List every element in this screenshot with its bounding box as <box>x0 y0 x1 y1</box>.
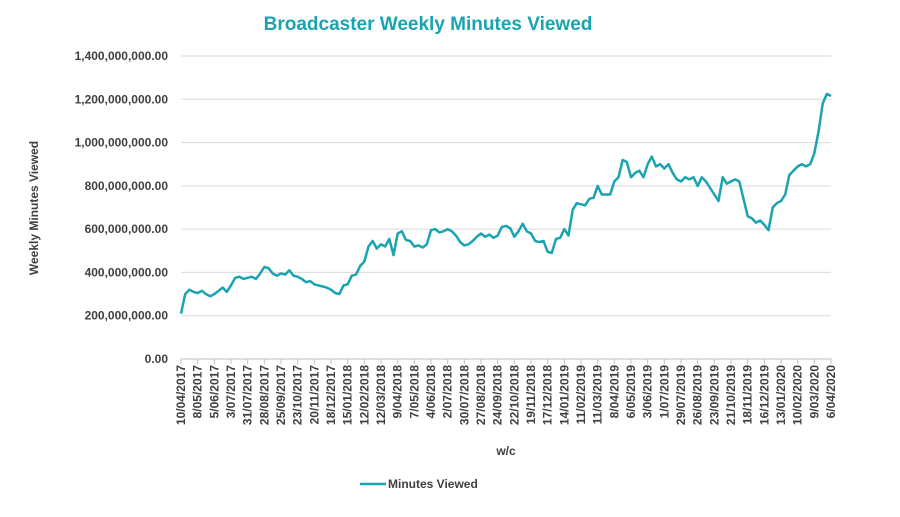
x-tick-label: 11/03/2019 <box>591 365 605 425</box>
line-series <box>179 92 832 314</box>
x-tick-label: 23/10/2017 <box>291 365 305 425</box>
x-tick-label: 21/10/2019 <box>724 365 738 425</box>
x-tick-label: 10/04/2017 <box>174 365 188 425</box>
x-tick-label: 15/01/2018 <box>341 365 355 425</box>
x-tick-label: 8/04/2019 <box>607 365 621 419</box>
x-tick-label: 29/07/2019 <box>674 365 688 425</box>
y-tick-label: 0.00 <box>145 352 169 366</box>
x-tick-label: 25/09/2017 <box>274 365 288 425</box>
legend-label: Minutes Viewed <box>388 477 478 491</box>
x-axis-title: w/c <box>495 444 516 458</box>
x-tick-label: 11/02/2019 <box>574 365 588 425</box>
chart-title: Broadcaster Weekly Minutes Viewed <box>264 14 593 35</box>
x-tick-label: 24/09/2018 <box>491 365 505 425</box>
y-tick-label: 1,400,000,000.00 <box>75 49 169 63</box>
x-tick-label: 12/03/2018 <box>374 365 388 425</box>
x-tick-label: 20/11/2017 <box>307 365 321 425</box>
x-tick-label: 31/07/2017 <box>241 365 255 425</box>
x-tick-label: 27/08/2018 <box>474 365 488 425</box>
y-tick-label: 600,000,000.00 <box>85 222 169 236</box>
x-tick-label: 7/05/2018 <box>407 365 421 419</box>
y-tick-label: 1,000,000,000.00 <box>75 136 169 150</box>
x-tick-label: 10/02/2020 <box>791 365 805 425</box>
x-tick-label: 6/05/2019 <box>624 365 638 419</box>
x-tick-label: 1/07/2019 <box>657 365 671 419</box>
x-tick-label: 3/06/2019 <box>641 365 655 419</box>
x-tick-label: 17/12/2018 <box>541 365 555 425</box>
x-tick-label: 8/05/2017 <box>191 365 205 419</box>
y-axis-title: Weekly Minutes Viewed <box>27 141 41 275</box>
x-tick-label: 9/04/2018 <box>391 365 405 419</box>
x-tick-label: 2/07/2018 <box>441 365 455 419</box>
x-tick-label: 23/09/2019 <box>707 365 721 425</box>
x-tick-label: 4/06/2018 <box>424 365 438 419</box>
y-tick-label: 800,000,000.00 <box>85 179 169 193</box>
x-tick-label: 19/11/2018 <box>524 365 538 425</box>
x-tick-label: 30/07/2018 <box>457 365 471 425</box>
x-tick-label: 12/02/2018 <box>357 365 371 425</box>
x-tick-label: 18/11/2019 <box>741 365 755 425</box>
y-tick-label: 1,200,000,000.00 <box>75 92 169 106</box>
x-tick-label: 18/12/2017 <box>324 365 338 425</box>
x-tick-label: 6/04/2020 <box>824 365 838 419</box>
x-tick-label: 22/10/2018 <box>507 365 521 425</box>
x-tick-label: 14/01/2019 <box>557 365 571 425</box>
x-tick-label: 28/08/2017 <box>257 365 271 425</box>
x-tick-label: 16/12/2019 <box>757 365 771 425</box>
y-tick-label: 200,000,000.00 <box>85 309 169 323</box>
x-tick-label: 26/08/2019 <box>691 365 705 425</box>
x-tick-label: 13/01/2020 <box>774 365 788 425</box>
x-tick-label: 5/06/2017 <box>207 365 221 419</box>
x-tick-label: 9/03/2020 <box>807 365 821 419</box>
y-tick-label: 400,000,000.00 <box>85 265 169 279</box>
x-tick-label: 3/07/2017 <box>224 365 238 419</box>
